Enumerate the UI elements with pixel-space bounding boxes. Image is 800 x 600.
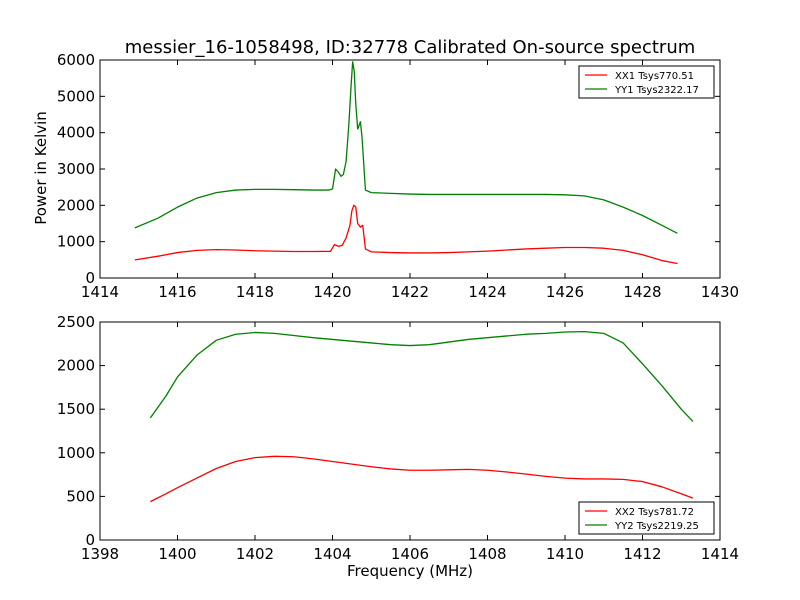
x-tick-label: 1416 [158, 283, 196, 301]
x-tick-label: 1414 [81, 283, 119, 301]
x-tick-label: 1424 [468, 283, 506, 301]
y-tick-label: 1000 [57, 444, 95, 462]
x-tick-label: 1428 [623, 283, 661, 301]
chart-title: messier_16-1058498, ID:32778 Calibrated … [125, 37, 696, 58]
x-tick-label: 1410 [546, 545, 584, 563]
legend-label: XX2 Tsys781.72 [615, 507, 694, 518]
y-tick-label: 500 [66, 487, 95, 505]
y-tick-label: 4000 [57, 124, 95, 142]
legend-0: XX1 Tsys770.51 YY1 Tsys2322.17 [578, 65, 715, 99]
top-panel: 1414 1416 1418 1420 1422 1424 1426 1428 1430 0 100… [57, 51, 739, 301]
series-line-1-1 [149, 330, 694, 422]
y-tick-label: 1000 [57, 233, 95, 251]
legend-label: XX1 Tsys770.51 [615, 71, 694, 82]
legend-label: YY1 Tsys2322.17 [614, 85, 699, 96]
x-tick-label: 1406 [391, 545, 429, 563]
x-tick-label: 1414 [701, 545, 739, 563]
y-tick-label: 2000 [57, 357, 95, 375]
x-tick-label: 1430 [701, 283, 739, 301]
series-line-1-0 [150, 455, 694, 503]
x-tick-label: 1420 [313, 283, 351, 301]
legend-box [578, 65, 715, 99]
series-line-0-1 [134, 61, 678, 234]
x-tick-label: 1412 [623, 545, 661, 563]
y-tick-label: 3000 [57, 160, 95, 178]
y-tick-label: 5000 [57, 87, 95, 105]
legend-label: YY2 Tsys2219.25 [614, 521, 699, 532]
y-tick-label: 2000 [57, 196, 95, 214]
x-tick-label: 1400 [158, 545, 196, 563]
bottom-panel: 1398 1400 1402 1404 1406 1408 1410 1412 1414 0 500… [57, 313, 739, 563]
y-tick-label: 6000 [57, 51, 95, 69]
x-tick-label: 1426 [546, 283, 584, 301]
x-tick-label: 1398 [81, 545, 119, 563]
x-tick-label: 1404 [313, 545, 351, 563]
x-tick-label: 1408 [468, 545, 506, 563]
legend-box [578, 501, 715, 535]
series-line-0-0 [134, 204, 678, 265]
y-tick-label: 2500 [57, 313, 95, 331]
x-tick-label: 1422 [391, 283, 429, 301]
legend-1: XX2 Tsys781.72 YY2 Tsys2219.25 [578, 501, 715, 535]
y-tick-label: 0 [85, 269, 95, 287]
x-tick-label: 1418 [236, 283, 274, 301]
y-tick-label: 0 [85, 531, 95, 549]
y-axis-label: Power in Kelvin [32, 111, 50, 225]
x-axis-label: Frequency (MHz) [347, 562, 473, 580]
x-tick-label: 1402 [236, 545, 274, 563]
y-tick-label: 1500 [57, 400, 95, 418]
